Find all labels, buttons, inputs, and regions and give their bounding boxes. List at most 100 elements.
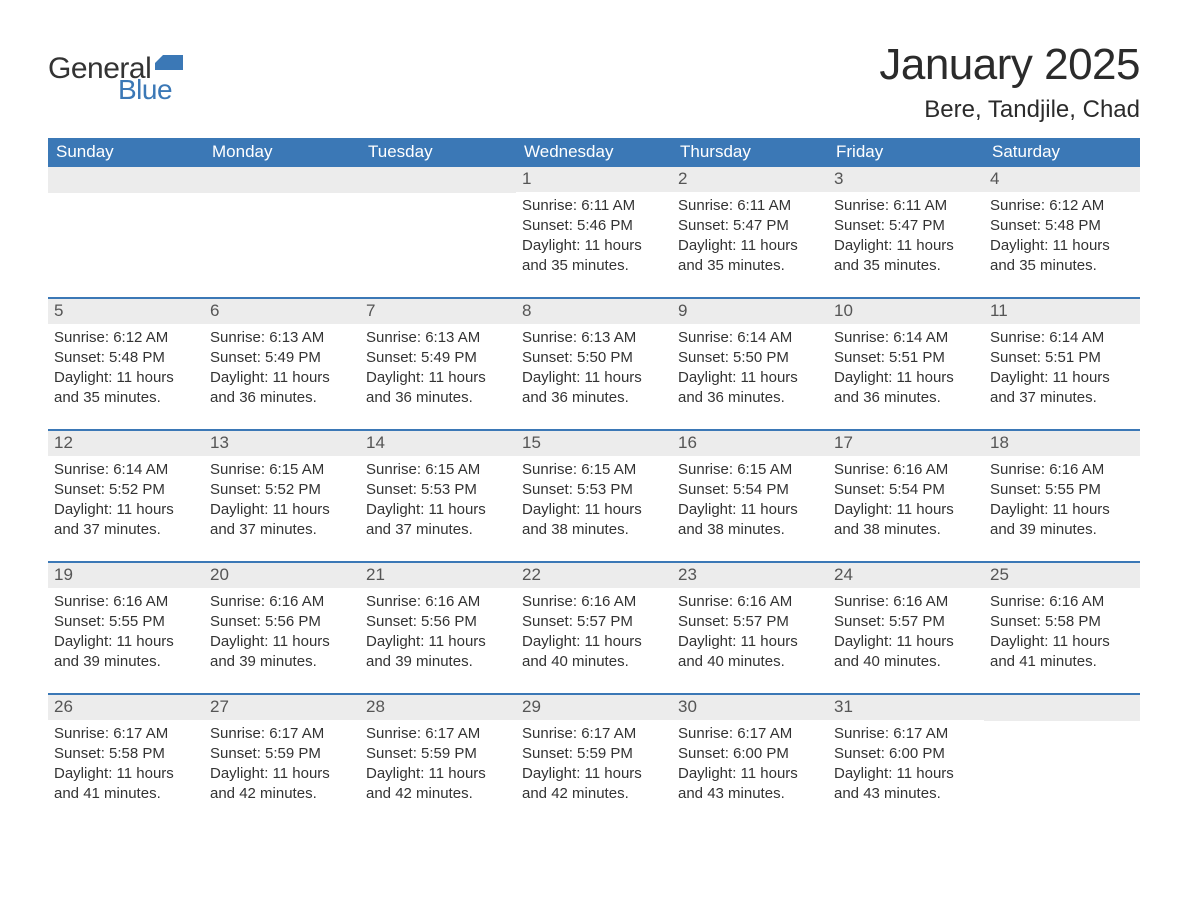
day-number: 11 — [984, 299, 1140, 324]
day-cell: 22Sunrise: 6:16 AMSunset: 5:57 PMDayligh… — [516, 563, 672, 693]
day-cell: 8Sunrise: 6:13 AMSunset: 5:50 PMDaylight… — [516, 299, 672, 429]
sunset-line: Sunset: 5:47 PM — [834, 216, 978, 236]
sunrise-line: Sunrise: 6:17 AM — [834, 724, 978, 744]
calendar-week: 19Sunrise: 6:16 AMSunset: 5:55 PMDayligh… — [48, 561, 1140, 693]
sunrise-line: Sunrise: 6:16 AM — [54, 592, 198, 612]
calendar-body: 1Sunrise: 6:11 AMSunset: 5:46 PMDaylight… — [48, 167, 1140, 825]
day-details: Sunrise: 6:12 AMSunset: 5:48 PMDaylight:… — [984, 192, 1140, 281]
day-details: Sunrise: 6:17 AMSunset: 5:58 PMDaylight:… — [48, 720, 204, 809]
day-cell: 17Sunrise: 6:16 AMSunset: 5:54 PMDayligh… — [828, 431, 984, 561]
sunrise-line: Sunrise: 6:16 AM — [522, 592, 666, 612]
sunrise-line: Sunrise: 6:17 AM — [54, 724, 198, 744]
day-number: 2 — [672, 167, 828, 192]
day-cell: 14Sunrise: 6:15 AMSunset: 5:53 PMDayligh… — [360, 431, 516, 561]
daylight-line-1: Daylight: 11 hours — [834, 764, 978, 784]
day-number: 4 — [984, 167, 1140, 192]
daylight-line-2: and 43 minutes. — [834, 784, 978, 804]
daylight-line-2: and 38 minutes. — [522, 520, 666, 540]
daylight-line-2: and 43 minutes. — [678, 784, 822, 804]
sunset-line: Sunset: 5:50 PM — [678, 348, 822, 368]
daylight-line-2: and 36 minutes. — [678, 388, 822, 408]
sunrise-line: Sunrise: 6:17 AM — [366, 724, 510, 744]
daylight-line-1: Daylight: 11 hours — [834, 632, 978, 652]
day-number: 20 — [204, 563, 360, 588]
day-cell: 18Sunrise: 6:16 AMSunset: 5:55 PMDayligh… — [984, 431, 1140, 561]
empty-cell — [204, 167, 360, 297]
day-cell: 11Sunrise: 6:14 AMSunset: 5:51 PMDayligh… — [984, 299, 1140, 429]
daylight-line-1: Daylight: 11 hours — [990, 368, 1134, 388]
day-number: 12 — [48, 431, 204, 456]
day-number: 19 — [48, 563, 204, 588]
day-number: 18 — [984, 431, 1140, 456]
daylight-line-1: Daylight: 11 hours — [366, 764, 510, 784]
daylight-line-1: Daylight: 11 hours — [678, 632, 822, 652]
day-number: 16 — [672, 431, 828, 456]
day-number: 24 — [828, 563, 984, 588]
weekday-header: Wednesday — [516, 138, 672, 167]
day-details: Sunrise: 6:16 AMSunset: 5:57 PMDaylight:… — [828, 588, 984, 677]
calendar: SundayMondayTuesdayWednesdayThursdayFrid… — [48, 138, 1140, 825]
daylight-line-1: Daylight: 11 hours — [522, 368, 666, 388]
sunrise-line: Sunrise: 6:16 AM — [990, 592, 1134, 612]
day-cell: 24Sunrise: 6:16 AMSunset: 5:57 PMDayligh… — [828, 563, 984, 693]
day-number: 9 — [672, 299, 828, 324]
sunrise-line: Sunrise: 6:11 AM — [678, 196, 822, 216]
day-details: Sunrise: 6:16 AMSunset: 5:54 PMDaylight:… — [828, 456, 984, 545]
sunset-line: Sunset: 5:56 PM — [366, 612, 510, 632]
day-cell: 23Sunrise: 6:16 AMSunset: 5:57 PMDayligh… — [672, 563, 828, 693]
sunrise-line: Sunrise: 6:15 AM — [210, 460, 354, 480]
sunrise-line: Sunrise: 6:12 AM — [54, 328, 198, 348]
sunrise-line: Sunrise: 6:14 AM — [678, 328, 822, 348]
day-details: Sunrise: 6:17 AMSunset: 6:00 PMDaylight:… — [828, 720, 984, 809]
sunset-line: Sunset: 5:50 PM — [522, 348, 666, 368]
daylight-line-1: Daylight: 11 hours — [834, 236, 978, 256]
daylight-line-2: and 35 minutes. — [54, 388, 198, 408]
sunrise-line: Sunrise: 6:11 AM — [834, 196, 978, 216]
day-number: 15 — [516, 431, 672, 456]
sunrise-line: Sunrise: 6:14 AM — [990, 328, 1134, 348]
sunrise-line: Sunrise: 6:16 AM — [210, 592, 354, 612]
day-details: Sunrise: 6:15 AMSunset: 5:54 PMDaylight:… — [672, 456, 828, 545]
sunrise-line: Sunrise: 6:16 AM — [678, 592, 822, 612]
day-details: Sunrise: 6:16 AMSunset: 5:57 PMDaylight:… — [516, 588, 672, 677]
sunset-line: Sunset: 5:52 PM — [210, 480, 354, 500]
daylight-line-1: Daylight: 11 hours — [834, 500, 978, 520]
sunrise-line: Sunrise: 6:13 AM — [366, 328, 510, 348]
daylight-line-1: Daylight: 11 hours — [210, 632, 354, 652]
empty-cell — [984, 695, 1140, 825]
brand-logo: General Blue — [48, 40, 187, 104]
sunset-line: Sunset: 5:59 PM — [210, 744, 354, 764]
day-number: 13 — [204, 431, 360, 456]
day-details: Sunrise: 6:16 AMSunset: 5:55 PMDaylight:… — [48, 588, 204, 677]
daylight-line-1: Daylight: 11 hours — [990, 500, 1134, 520]
day-details: Sunrise: 6:11 AMSunset: 5:47 PMDaylight:… — [828, 192, 984, 281]
day-cell: 5Sunrise: 6:12 AMSunset: 5:48 PMDaylight… — [48, 299, 204, 429]
day-details: Sunrise: 6:16 AMSunset: 5:55 PMDaylight:… — [984, 456, 1140, 545]
day-cell: 7Sunrise: 6:13 AMSunset: 5:49 PMDaylight… — [360, 299, 516, 429]
daylight-line-2: and 41 minutes. — [54, 784, 198, 804]
calendar-week: 5Sunrise: 6:12 AMSunset: 5:48 PMDaylight… — [48, 297, 1140, 429]
sunrise-line: Sunrise: 6:17 AM — [210, 724, 354, 744]
day-number: 14 — [360, 431, 516, 456]
flag-icon — [155, 52, 187, 72]
sunrise-line: Sunrise: 6:12 AM — [990, 196, 1134, 216]
daylight-line-2: and 38 minutes. — [678, 520, 822, 540]
day-number: 29 — [516, 695, 672, 720]
weekday-header: Tuesday — [360, 138, 516, 167]
sunrise-line: Sunrise: 6:17 AM — [678, 724, 822, 744]
sunset-line: Sunset: 5:58 PM — [990, 612, 1134, 632]
day-cell: 29Sunrise: 6:17 AMSunset: 5:59 PMDayligh… — [516, 695, 672, 825]
daylight-line-2: and 37 minutes. — [366, 520, 510, 540]
day-cell: 12Sunrise: 6:14 AMSunset: 5:52 PMDayligh… — [48, 431, 204, 561]
sunrise-line: Sunrise: 6:13 AM — [210, 328, 354, 348]
sunrise-line: Sunrise: 6:14 AM — [54, 460, 198, 480]
day-details: Sunrise: 6:14 AMSunset: 5:50 PMDaylight:… — [672, 324, 828, 413]
brand-blue: Blue — [118, 76, 187, 104]
daylight-line-1: Daylight: 11 hours — [366, 368, 510, 388]
day-cell: 16Sunrise: 6:15 AMSunset: 5:54 PMDayligh… — [672, 431, 828, 561]
day-number: 28 — [360, 695, 516, 720]
daylight-line-1: Daylight: 11 hours — [210, 368, 354, 388]
day-cell: 10Sunrise: 6:14 AMSunset: 5:51 PMDayligh… — [828, 299, 984, 429]
day-cell: 31Sunrise: 6:17 AMSunset: 6:00 PMDayligh… — [828, 695, 984, 825]
day-cell: 1Sunrise: 6:11 AMSunset: 5:46 PMDaylight… — [516, 167, 672, 297]
